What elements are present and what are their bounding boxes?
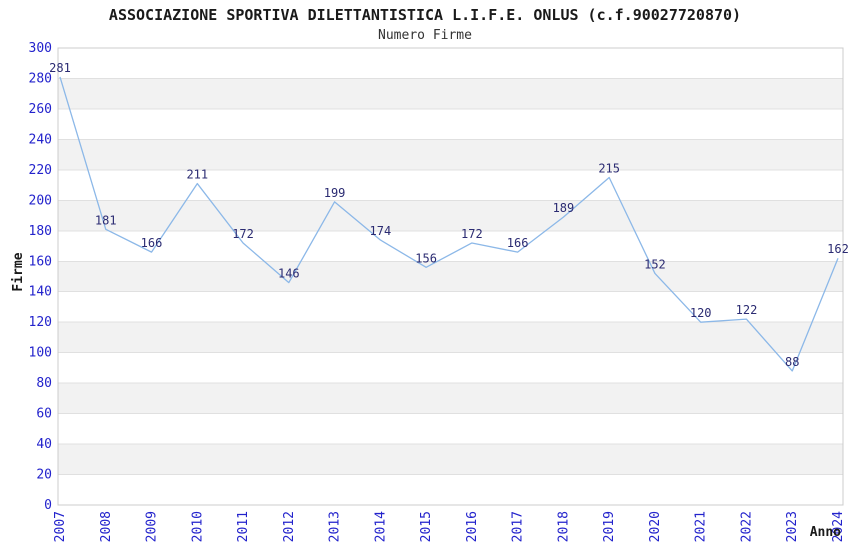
x-tick-label: 2019: [602, 511, 617, 542]
y-tick-label: 180: [29, 224, 52, 239]
y-tick-label: 20: [36, 468, 52, 483]
x-tick-label: 2021: [694, 511, 709, 542]
y-tick-label: 60: [36, 407, 52, 422]
data-label: 189: [553, 201, 575, 215]
data-label: 88: [785, 355, 799, 369]
plot-border: [57, 47, 844, 506]
data-label: 120: [690, 306, 712, 320]
x-tick-label: 2017: [511, 511, 526, 542]
data-label: 166: [507, 236, 529, 250]
x-tick-label: 2020: [648, 511, 663, 542]
x-tick-label: 2010: [190, 511, 205, 542]
series-line: [59, 76, 839, 372]
x-axis-title: Anno: [810, 525, 841, 540]
y-tick-label: 200: [29, 193, 52, 208]
data-label: 281: [49, 61, 71, 75]
plot-band: [58, 200, 843, 231]
x-tick-label: 2015: [419, 511, 434, 542]
data-label: 152: [644, 257, 666, 271]
x-tick-label: 2012: [282, 511, 297, 542]
x-tick-label: 2023: [785, 511, 800, 542]
plot-band: [58, 139, 843, 170]
data-label: 122: [736, 303, 758, 317]
data-label: 215: [598, 161, 620, 175]
data-label: 166: [141, 236, 163, 250]
chart-subtitle: Numero Firme: [378, 28, 472, 43]
x-tick-label: 2018: [556, 511, 571, 542]
y-tick-label: 100: [29, 346, 52, 361]
plot-band: [58, 261, 843, 292]
chart-title: ASSOCIAZIONE SPORTIVA DILETTANTISTICA L.…: [108, 6, 742, 24]
data-label: 181: [95, 213, 117, 227]
y-tick-label: 160: [29, 254, 52, 269]
data-label: 211: [186, 168, 208, 182]
y-tick-label: 220: [29, 163, 52, 178]
plot-band: [58, 322, 843, 353]
y-tick-label: 140: [29, 285, 52, 300]
data-label: 156: [415, 251, 437, 265]
x-tick-label: 2009: [145, 511, 160, 542]
data-label: 199: [324, 186, 346, 200]
plot-band: [58, 444, 843, 475]
y-tick-label: 0: [44, 498, 52, 513]
data-label: 172: [232, 227, 254, 241]
y-tick-label: 120: [29, 315, 52, 330]
y-tick-label: 300: [29, 41, 52, 56]
data-label: 172: [461, 227, 483, 241]
y-tick-label: 80: [36, 376, 52, 391]
plot-band: [58, 383, 843, 414]
y-tick-label: 260: [29, 102, 52, 117]
x-tick-label: 2011: [236, 511, 251, 542]
x-tick-label: 2022: [739, 511, 754, 542]
data-label: 162: [827, 242, 849, 256]
x-tick-label: 2014: [373, 511, 388, 542]
y-tick-label: 240: [29, 132, 52, 147]
y-tick-label: 280: [29, 71, 52, 86]
y-axis-title: Firme: [11, 252, 26, 291]
x-tick-label: 2016: [465, 511, 480, 542]
data-label: 174: [370, 224, 392, 238]
x-tick-label: 2007: [53, 511, 68, 542]
x-tick-label: 2024: [831, 511, 846, 542]
plot-band: [58, 78, 843, 109]
data-label: 146: [278, 267, 300, 281]
x-tick-label: 2008: [99, 511, 114, 542]
x-tick-label: 2013: [328, 511, 343, 542]
y-tick-label: 40: [36, 437, 52, 452]
